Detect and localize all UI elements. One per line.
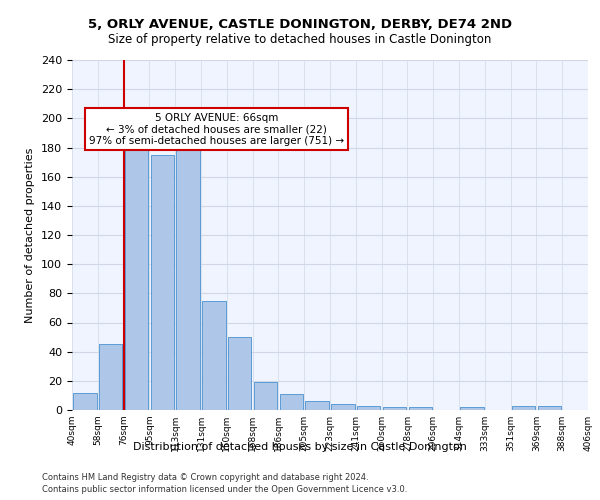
Text: Contains public sector information licensed under the Open Government Licence v3: Contains public sector information licen… (42, 485, 407, 494)
Bar (176, 126, 200, 410)
Text: Distribution of detached houses by size in Castle Donington: Distribution of detached houses by size … (133, 442, 467, 452)
Bar (331, 404, 355, 410)
Bar (151, 155, 174, 410)
Bar (254, 382, 277, 410)
Bar (280, 394, 303, 410)
Text: Contains HM Land Registry data © Crown copyright and database right 2024.: Contains HM Land Registry data © Crown c… (42, 472, 368, 482)
Bar (73, 392, 97, 410)
Text: Size of property relative to detached houses in Castle Donington: Size of property relative to detached ho… (109, 32, 491, 46)
Bar (460, 407, 484, 410)
Bar (228, 337, 251, 410)
Bar (202, 300, 226, 410)
Bar (125, 148, 148, 410)
Text: 5, ORLY AVENUE, CASTLE DONINGTON, DERBY, DE74 2ND: 5, ORLY AVENUE, CASTLE DONINGTON, DERBY,… (88, 18, 512, 30)
Bar (512, 406, 535, 410)
Text: 5 ORLY AVENUE: 66sqm
← 3% of detached houses are smaller (22)
97% of semi-detach: 5 ORLY AVENUE: 66sqm ← 3% of detached ho… (89, 112, 344, 146)
Bar (99, 344, 122, 410)
Y-axis label: Number of detached properties: Number of detached properties (25, 148, 35, 322)
Bar (305, 401, 329, 410)
Bar (357, 406, 380, 410)
Bar (383, 407, 406, 410)
Bar (538, 406, 561, 410)
Bar (409, 407, 432, 410)
